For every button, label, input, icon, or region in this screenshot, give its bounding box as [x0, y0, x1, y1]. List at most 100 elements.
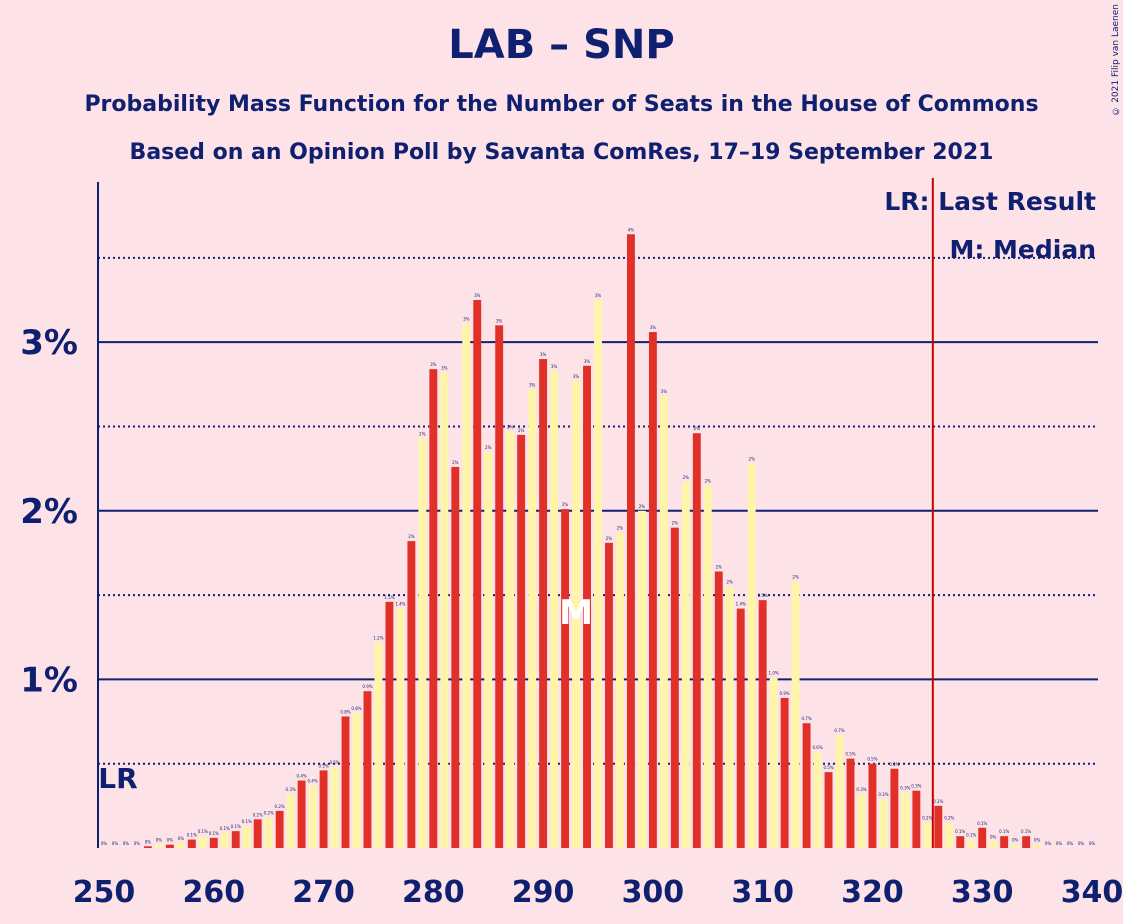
bar	[703, 485, 712, 848]
bar-value-label: 3%	[551, 364, 558, 369]
bar	[385, 601, 394, 848]
bar	[165, 844, 174, 848]
bar	[198, 836, 207, 848]
last-result-marker: LR	[98, 762, 137, 795]
bar	[923, 822, 932, 848]
bar	[253, 819, 262, 848]
median-marker: M	[559, 593, 593, 633]
bar-value-label: 0.2%	[275, 804, 285, 809]
bar	[626, 234, 635, 848]
bar	[802, 723, 811, 848]
bar-value-label: 1.0%	[769, 671, 779, 676]
bar-value-label: 0.3%	[900, 785, 910, 790]
bar	[286, 794, 295, 848]
bar	[912, 790, 921, 848]
bar-value-label: 3%	[584, 359, 591, 364]
bar-value-label: 0%	[1034, 838, 1041, 843]
bar	[648, 332, 657, 848]
bar	[1011, 844, 1020, 848]
bar-value-label: 0.2%	[253, 812, 263, 817]
bar-value-label: 2%	[507, 425, 514, 430]
bar-value-label: 0%	[112, 841, 119, 846]
bar	[890, 768, 899, 848]
bar	[539, 359, 548, 848]
bar	[176, 842, 185, 848]
bar-value-label: 3%	[496, 318, 503, 323]
bar	[594, 300, 602, 848]
bar	[341, 716, 350, 848]
bar	[791, 581, 800, 848]
bar	[945, 822, 954, 848]
bar	[769, 677, 778, 848]
bar-value-label: 0%	[178, 836, 185, 841]
bar	[462, 323, 471, 848]
bar-value-label: 0.5%	[889, 762, 899, 767]
bar	[780, 697, 789, 848]
bar	[407, 541, 416, 848]
bar	[868, 763, 877, 848]
bar-value-label: 0.6%	[812, 745, 822, 750]
bar	[659, 396, 668, 848]
y-tick-label: 2%	[20, 492, 78, 532]
x-tick-label: 260	[182, 875, 245, 910]
bar	[220, 832, 229, 848]
bar-value-label: 0.1%	[209, 831, 219, 836]
bar	[330, 767, 339, 848]
bar-value-label: 1.5%	[384, 595, 394, 600]
bar	[857, 794, 866, 848]
bar	[440, 372, 449, 848]
bar-value-label: 0.1%	[955, 829, 965, 834]
bar	[978, 827, 987, 848]
bar	[550, 370, 559, 848]
bar-value-label: 2%	[727, 580, 734, 585]
bar	[429, 369, 438, 848]
bar	[967, 839, 976, 848]
chart-subtitle-2: Based on an Opinion Poll by Savanta ComR…	[129, 140, 994, 165]
bar-value-label: 0%	[101, 841, 108, 846]
bar-value-label: 3%	[474, 293, 481, 298]
bar	[758, 600, 767, 848]
x-tick-label: 310	[731, 875, 794, 910]
bar-value-label: 1.4%	[736, 602, 746, 607]
bar	[506, 431, 515, 848]
legend-last-result: LR: Last Result	[884, 187, 1096, 216]
bar	[319, 770, 328, 848]
bar	[473, 300, 482, 848]
bar-value-label: 4%	[628, 227, 635, 232]
bar-value-label: 3%	[595, 293, 602, 298]
chart-title: LAB – SNP	[448, 22, 675, 68]
bar-value-label: 2%	[749, 457, 756, 462]
x-tick-label: 290	[512, 875, 575, 910]
bar-value-label: 1.5%	[758, 593, 768, 598]
bar-value-label: 0%	[1089, 841, 1096, 846]
bar-value-label: 2%	[705, 478, 712, 483]
bar-value-label: 0.8%	[340, 709, 350, 714]
legend-median: M: Median	[949, 235, 1096, 264]
bar-value-label: 0.5%	[318, 763, 328, 768]
bar-value-label: 0.1%	[966, 833, 976, 838]
bar-value-label: 0.5%	[823, 765, 833, 770]
bar	[835, 735, 844, 848]
bar-value-label: 0.1%	[231, 824, 241, 829]
bar-value-label: 0.5%	[329, 760, 339, 765]
bar-value-label: 2%	[419, 431, 426, 436]
bar-value-label: 0.1%	[220, 826, 230, 831]
bar	[714, 571, 723, 848]
bar-value-label: 0.1%	[999, 829, 1009, 834]
bar	[879, 799, 888, 848]
bar-value-label: 2%	[672, 521, 679, 526]
bar	[451, 466, 460, 848]
bar-value-label: 3%	[430, 362, 437, 367]
bar	[528, 389, 537, 848]
bar-value-label: 0.7%	[801, 716, 811, 721]
bar	[561, 509, 570, 848]
bar	[264, 817, 273, 848]
bar-value-label: 2%	[408, 534, 415, 539]
bar-value-label: 0.7%	[834, 728, 844, 733]
bar	[692, 433, 701, 848]
bar-value-label: 0%	[1045, 841, 1052, 846]
chart-subtitle-1: Probability Mass Function for the Number…	[84, 92, 1039, 117]
bar	[297, 780, 306, 848]
bar	[154, 844, 163, 848]
bar-value-label: 3%	[463, 317, 470, 322]
